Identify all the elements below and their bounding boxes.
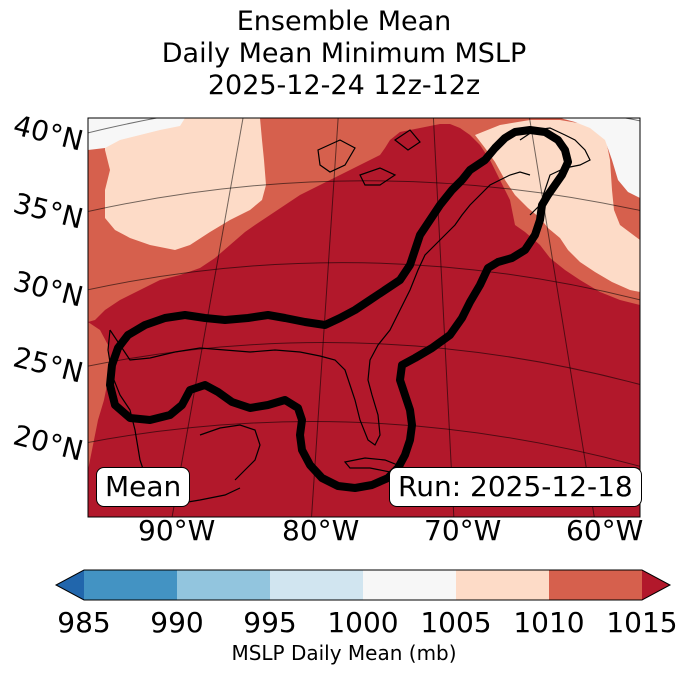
- colorbar-tick-990: 990: [150, 606, 204, 639]
- parallel-30: [88, 262, 640, 301]
- canada-coast: [519, 127, 591, 216]
- meridian-60: [529, 118, 595, 517]
- colorbar-tick-1010: 1010: [513, 606, 585, 639]
- title-line-2: Daily Mean Minimum MSLP: [161, 38, 527, 69]
- title-line-3: 2025-12-24 12z-12z: [207, 70, 481, 101]
- pressure-field-1000-east: [560, 118, 640, 198]
- map-frame: [87, 117, 641, 518]
- run-date-box: Run: 2025-12-18: [389, 467, 642, 507]
- meridian-70: [432, 118, 455, 517]
- title-line-1: Ensemble Mean: [236, 6, 452, 37]
- pressure-field-1010-west: [88, 322, 110, 470]
- lon-label-70: 70°W: [424, 514, 502, 547]
- lon-label-90: 90°W: [138, 514, 216, 547]
- great-lakes: [317, 129, 421, 186]
- parallel-20: [88, 421, 640, 467]
- map-panel: [88, 118, 640, 517]
- colorbar: [54, 569, 672, 601]
- lon-label-60: 60°W: [566, 514, 644, 547]
- colorbar-extend-low: [56, 570, 84, 600]
- parallel-40: [88, 118, 640, 134]
- colorbar-seg-985: [84, 570, 177, 600]
- lon-label-80: 80°W: [282, 514, 360, 547]
- mean-label-box: Mean: [96, 467, 191, 507]
- colorbar-tick-985: 985: [57, 606, 111, 639]
- colorbar-seg-1010: [549, 570, 642, 600]
- colorbar-extend-high: [642, 570, 670, 600]
- colorbar-seg-1005: [456, 570, 549, 600]
- mslp-contour: [106, 126, 572, 492]
- colorbar-tick-1000: 1000: [327, 606, 399, 639]
- gulf-coast: [109, 171, 531, 446]
- yucatan-coast: [199, 424, 261, 481]
- colorbar-outline: [54, 569, 672, 601]
- colorbar-seg-995: [270, 570, 363, 600]
- colorbar-tick-1005: 1005: [420, 606, 492, 639]
- pressure-field-1000: [88, 118, 185, 150]
- colorbar-seg-1000: [363, 570, 456, 600]
- colorbar-tick-995: 995: [243, 606, 297, 639]
- graticule: [88, 118, 640, 517]
- parallel-25: [88, 341, 640, 386]
- colorbar-label: MSLP Daily Mean (mb): [231, 641, 457, 665]
- colorbar-seg-990: [177, 570, 270, 600]
- colorbar-tick-1015: 1015: [606, 606, 678, 639]
- pressure-field-1005-east: [475, 120, 640, 292]
- parallel-35: [88, 180, 640, 213]
